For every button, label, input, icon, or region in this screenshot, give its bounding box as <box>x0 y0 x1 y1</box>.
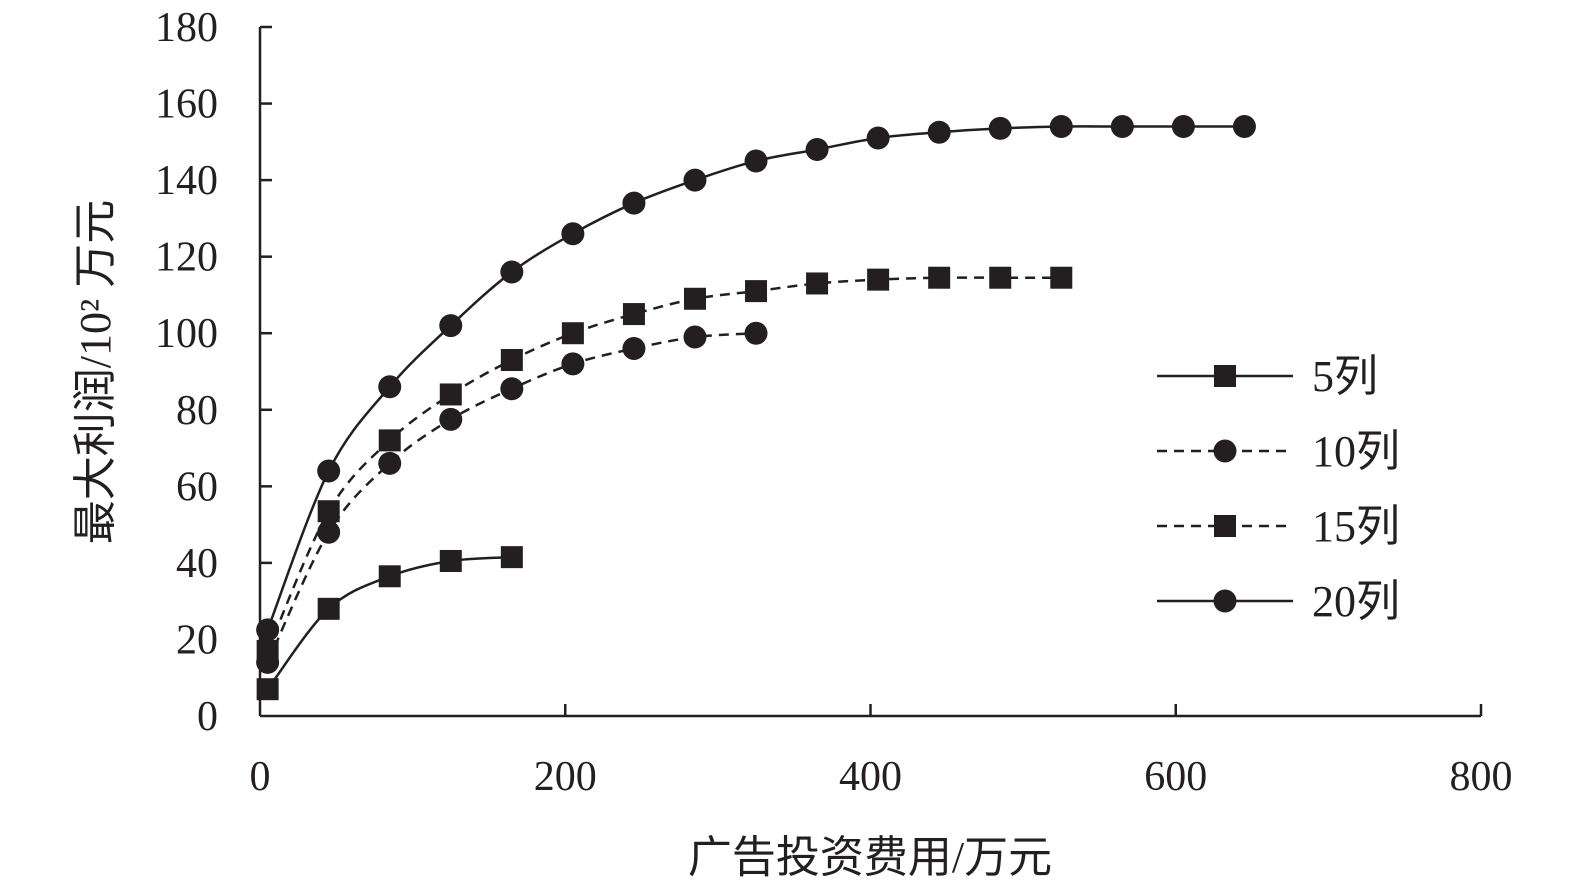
series-2-point-circle <box>500 377 524 401</box>
legend-item: 20列 <box>1157 577 1400 626</box>
y-tick-label: 100 <box>155 311 218 357</box>
series-1-point-square <box>256 678 279 701</box>
series-2-point-circle <box>744 321 768 345</box>
series-1-point-square <box>378 565 401 588</box>
y-tick-label: 20 <box>176 617 218 663</box>
legend-marker-square <box>1214 515 1236 537</box>
series-4-point-circle <box>805 137 829 161</box>
series-1-point-square <box>439 549 462 572</box>
y-tick-label: 120 <box>155 235 218 281</box>
x-axis-title: 广告投资费用/万元 <box>688 833 1052 882</box>
series-3-point-square <box>867 268 890 291</box>
series-4-point-circle <box>622 191 646 215</box>
series-2-point-circle <box>317 520 341 544</box>
series-3-point-square <box>745 280 768 303</box>
series-2-point-circle <box>622 337 646 361</box>
series-3-point-square <box>500 349 523 372</box>
series-3-point-square <box>989 266 1012 289</box>
series-3-point-square <box>317 500 340 523</box>
y-axis-title: 最大利润/10² 万元 <box>71 200 120 544</box>
series-2-point-circle <box>439 407 463 431</box>
series-4-point-circle <box>500 260 524 284</box>
series-4-point-circle <box>1049 115 1073 139</box>
legend: 5列 10列 15列 20列 <box>1157 352 1400 626</box>
series-3-point-square <box>806 272 829 295</box>
series-1-point-square <box>317 597 340 620</box>
series-2-point-circle <box>378 451 402 475</box>
series-group <box>256 115 1256 701</box>
series-1-point-square <box>500 546 523 569</box>
series-3-line <box>266 276 1062 652</box>
series-4-point-circle <box>256 618 280 642</box>
series-2-point-circle <box>683 325 707 349</box>
ticks: 0 20 40 60 80 100 120 140 160 180 0 200 400 600 800 <box>155 5 1513 800</box>
series-4-point-circle <box>744 149 768 173</box>
series-4-line <box>266 125 1245 631</box>
series-markers <box>256 115 1256 701</box>
series-4-point-circle <box>1110 115 1134 139</box>
series-3-point-square <box>256 639 279 662</box>
x-tick-label: 600 <box>1144 754 1207 800</box>
series-4-point-circle <box>988 116 1012 140</box>
series-3-point-square <box>683 287 706 310</box>
y-tick-label: 0 <box>197 694 218 740</box>
y-tick-label: 80 <box>176 388 218 434</box>
y-tick-label: 60 <box>176 464 218 510</box>
legend-label: 10列 <box>1312 427 1400 476</box>
legend-label: 20列 <box>1312 577 1400 626</box>
series-4-point-circle <box>378 375 402 399</box>
y-tick-label: 180 <box>155 5 218 51</box>
legend-marker-square <box>1214 365 1236 387</box>
series-3-point-square <box>622 303 645 326</box>
legend-item: 10列 <box>1157 427 1400 476</box>
series-4-point-circle <box>927 120 951 144</box>
series-lines <box>266 125 1245 690</box>
legend-marker-circle <box>1213 589 1237 613</box>
series-4-point-circle <box>317 459 341 483</box>
legend-marker-circle <box>1213 439 1237 463</box>
legend-item: 5列 <box>1157 352 1378 401</box>
series-4-point-circle <box>866 126 890 150</box>
x-tick-label: 0 <box>250 754 271 800</box>
y-tick-label: 160 <box>155 82 218 128</box>
series-4-point-circle <box>1171 115 1195 139</box>
series-2-point-circle <box>561 352 585 376</box>
series-4-point-circle <box>683 168 707 192</box>
series-3-point-square <box>378 429 401 452</box>
series-4-point-circle <box>1232 115 1256 139</box>
series-4-point-circle <box>439 314 463 338</box>
legend-label: 5列 <box>1312 352 1378 401</box>
series-3-point-square <box>1050 266 1073 289</box>
legend-label: 15列 <box>1312 502 1400 551</box>
legend-item: 15列 <box>1157 502 1400 551</box>
series-4-point-circle <box>561 222 585 246</box>
y-tick-label: 140 <box>155 158 218 204</box>
series-3-point-square <box>561 322 584 345</box>
series-3-point-square <box>439 383 462 406</box>
y-tick-label: 40 <box>176 541 218 587</box>
x-tick-label: 800 <box>1450 754 1513 800</box>
series-3-point-square <box>928 266 951 289</box>
x-tick-label: 400 <box>839 754 902 800</box>
x-tick-label: 200 <box>534 754 597 800</box>
